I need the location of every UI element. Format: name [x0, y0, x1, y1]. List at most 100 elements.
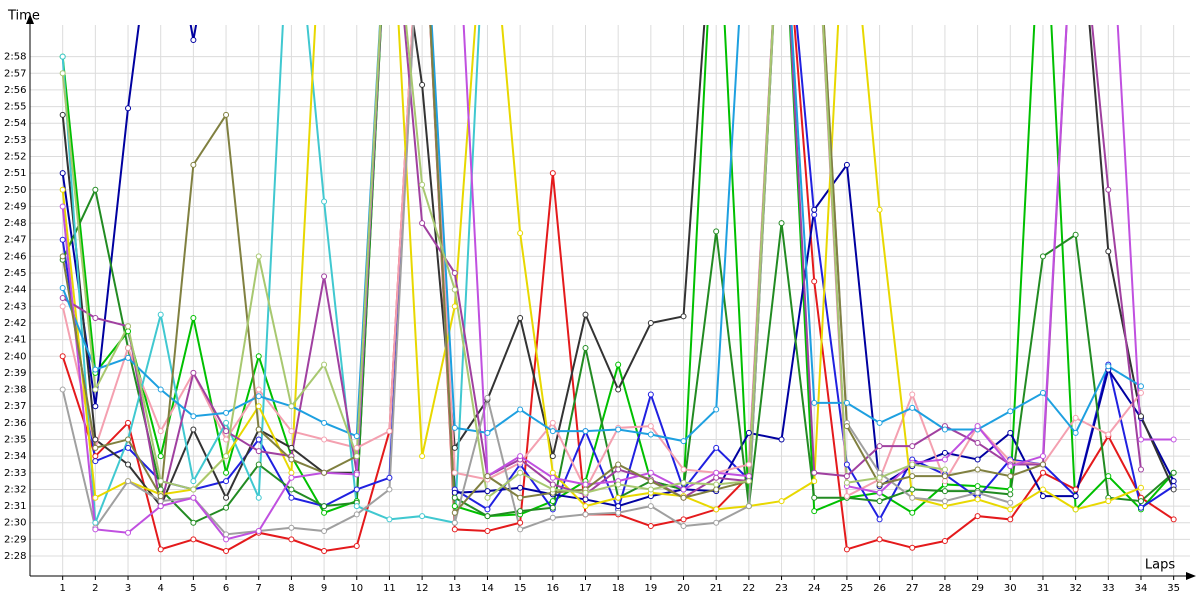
- x-tick-label: 6: [223, 583, 229, 594]
- point: [157, 493, 164, 500]
- point: [255, 426, 262, 433]
- point: [92, 403, 99, 410]
- point: [288, 474, 295, 481]
- point: [484, 528, 491, 535]
- x-tick-label: 35: [1167, 583, 1180, 594]
- point: [92, 453, 99, 460]
- point: [125, 344, 132, 351]
- point: [59, 70, 66, 77]
- point: [582, 503, 589, 510]
- point: [1007, 429, 1014, 436]
- point: [484, 488, 491, 495]
- point: [157, 486, 164, 493]
- point: [582, 428, 589, 435]
- point: [157, 386, 164, 393]
- point: [713, 469, 720, 476]
- point: [92, 494, 99, 501]
- point: [223, 504, 230, 511]
- point: [451, 469, 458, 476]
- point: [125, 478, 132, 485]
- y-tick-label: 2:41: [4, 335, 26, 346]
- point: [941, 488, 948, 495]
- point: [321, 198, 328, 205]
- point: [59, 386, 66, 393]
- point: [647, 431, 654, 438]
- point: [941, 466, 948, 473]
- point: [876, 469, 883, 476]
- point: [843, 493, 850, 500]
- x-tick-label: 7: [256, 583, 262, 594]
- point: [255, 393, 262, 400]
- point: [713, 486, 720, 493]
- point: [125, 354, 132, 361]
- point: [615, 361, 622, 368]
- point: [1137, 466, 1144, 473]
- point: [843, 546, 850, 553]
- point: [549, 514, 556, 521]
- point: [713, 519, 720, 526]
- point: [745, 429, 752, 436]
- point: [647, 319, 654, 326]
- point: [353, 511, 360, 518]
- point: [647, 391, 654, 398]
- point: [517, 519, 524, 526]
- point: [876, 516, 883, 523]
- point: [843, 461, 850, 468]
- point: [1137, 484, 1144, 491]
- point: [974, 483, 981, 490]
- point: [909, 404, 916, 411]
- point: [876, 206, 883, 213]
- point: [451, 424, 458, 431]
- point: [157, 503, 164, 510]
- point: [974, 423, 981, 430]
- point: [811, 278, 818, 285]
- series-group: [59, 25, 1177, 555]
- y-tick-label: 2:49: [4, 201, 26, 212]
- point: [1105, 248, 1112, 255]
- point: [1007, 506, 1014, 513]
- point: [419, 513, 426, 520]
- point: [59, 186, 66, 193]
- point: [909, 473, 916, 480]
- y-tick-label: 2:46: [4, 251, 26, 262]
- x-tick-label: 5: [190, 583, 196, 594]
- x-tick-label: 22: [743, 583, 756, 594]
- point: [255, 528, 262, 535]
- point: [680, 466, 687, 473]
- point: [125, 323, 132, 330]
- point: [353, 453, 360, 460]
- point: [321, 469, 328, 476]
- point: [59, 203, 66, 210]
- y-tick-label: 2:40: [4, 351, 26, 362]
- point: [615, 466, 622, 473]
- point: [876, 536, 883, 543]
- point: [190, 426, 197, 433]
- point: [419, 181, 426, 188]
- point: [190, 36, 197, 43]
- point: [190, 536, 197, 543]
- point: [1039, 469, 1046, 476]
- point: [974, 439, 981, 446]
- point: [223, 436, 230, 443]
- point: [288, 403, 295, 410]
- point: [223, 409, 230, 416]
- x-tick-label: 12: [416, 583, 429, 594]
- series-line: [61, 25, 1011, 536]
- y-tick-label: 2:43: [4, 301, 26, 312]
- point: [713, 481, 720, 488]
- point: [941, 478, 948, 485]
- x-tick-label: 1: [59, 583, 65, 594]
- x-tick-label: 2: [92, 583, 98, 594]
- point: [92, 526, 99, 533]
- point: [713, 474, 720, 481]
- point: [517, 494, 524, 501]
- point: [778, 220, 785, 227]
- series-line: [61, 25, 1142, 511]
- point: [843, 423, 850, 430]
- point: [713, 444, 720, 451]
- x-tick-label: 32: [1069, 583, 1082, 594]
- point: [288, 428, 295, 435]
- point: [288, 456, 295, 463]
- x-tick-label: 27: [906, 583, 919, 594]
- point: [811, 211, 818, 218]
